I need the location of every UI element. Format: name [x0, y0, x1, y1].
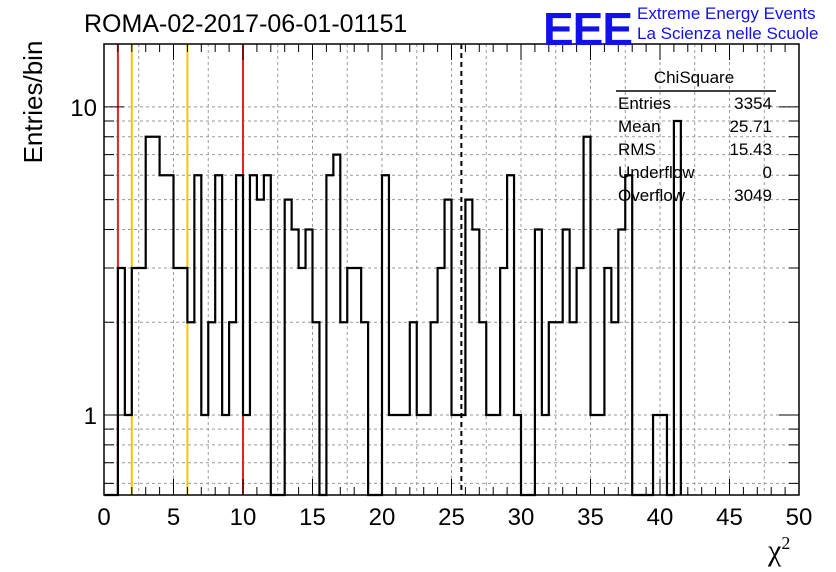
stats-label: RMS: [618, 140, 656, 159]
x-axis-label: χ2: [768, 533, 790, 568]
y-tick-label: 1: [84, 403, 97, 430]
logo-subtitle-line1: Extreme Energy Events: [637, 4, 816, 23]
stats-value: 25.71: [729, 117, 772, 136]
stats-value: 15.43: [729, 140, 772, 159]
x-tick-label: 40: [647, 504, 674, 531]
stats-label: Overflow: [618, 186, 686, 205]
x-tick-label: 15: [299, 504, 326, 531]
chart-title: ROMA-02-2017-06-01-01151: [84, 10, 408, 38]
y-axis-label: Entries/bin: [18, 40, 48, 164]
stats-label: Entries: [618, 94, 671, 113]
stats-title: ChiSquare: [653, 68, 735, 87]
x-tick-label: 35: [577, 504, 604, 531]
logo-subtitle-line2: La Scienza nelle Scuole: [637, 24, 819, 43]
stats-value: 0: [762, 163, 772, 182]
x-tick-label: 30: [508, 504, 535, 531]
x-tick-label: 25: [438, 504, 465, 531]
x-tick-label: 5: [167, 504, 180, 531]
x-axis-label-symbol: χ: [768, 534, 782, 567]
stats-label: Mean: [618, 117, 661, 136]
stats-value: 3049: [734, 186, 772, 205]
x-tick-label: 20: [369, 504, 396, 531]
eee-logo: EEE: [543, 3, 633, 55]
histogram-outline: [104, 119, 682, 497]
stats-value: 3354: [734, 94, 772, 113]
x-tick-label: 45: [716, 504, 743, 531]
x-axis-label-superscript: 2: [781, 533, 791, 553]
x-tick-label: 10: [230, 504, 257, 531]
y-tick-label: 10: [70, 95, 97, 122]
x-tick-label: 50: [786, 504, 813, 531]
x-tick-label: 0: [97, 504, 110, 531]
stats-label: Underflow: [618, 163, 695, 182]
